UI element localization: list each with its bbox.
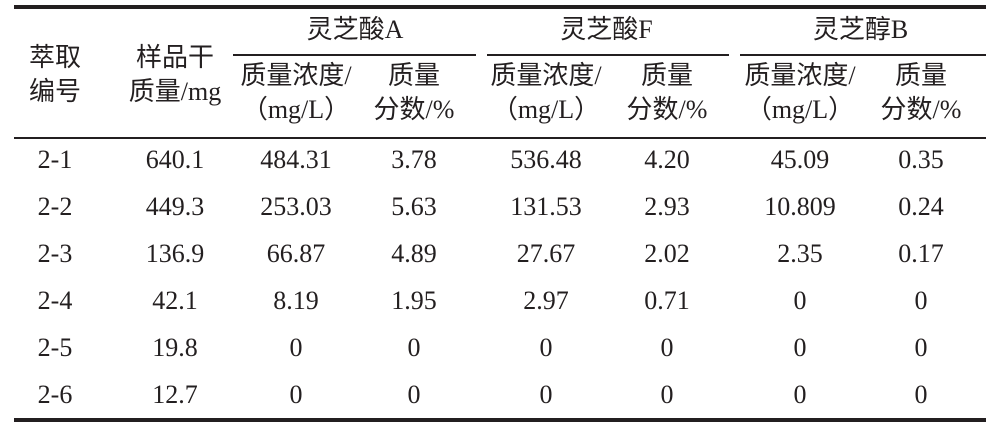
cell: 0 [915, 380, 928, 409]
cell: 640.1 [146, 145, 205, 174]
group-header: 灵芝醇B [813, 15, 908, 44]
sub-header: （mg/L） [242, 95, 350, 124]
sub-header: 质量浓度/ [240, 61, 352, 90]
cell: 0 [794, 286, 807, 315]
cell: 2.97 [523, 286, 569, 315]
sub-header: 质量浓度/ [744, 61, 856, 90]
cell: 536.48 [510, 145, 582, 174]
cell: 0.24 [898, 192, 944, 221]
cell: 136.9 [146, 239, 205, 268]
cell: 42.1 [152, 286, 198, 315]
cell: 484.31 [260, 145, 332, 174]
cell: 0.35 [898, 145, 944, 174]
cell: 19.8 [152, 333, 198, 362]
cell: 1.95 [391, 286, 437, 315]
cell: 2.35 [777, 239, 823, 268]
sub-header: （mg/L） [492, 95, 600, 124]
cell: 2-6 [38, 380, 73, 409]
cell: 66.87 [267, 239, 326, 268]
cell: 0 [661, 333, 674, 362]
cell: 0 [408, 333, 421, 362]
cell: 4.20 [644, 145, 690, 174]
cell: 0 [915, 286, 928, 315]
header-cell: 萃取 [29, 43, 81, 72]
cell: 0 [408, 380, 421, 409]
header-cell: 质量/mg [129, 77, 221, 106]
cell: 12.7 [152, 380, 198, 409]
cell: 5.63 [391, 192, 437, 221]
cell: 8.19 [273, 286, 319, 315]
sub-header: （mg/L） [746, 95, 854, 124]
cell: 2-4 [38, 286, 73, 315]
sub-header: 质量浓度/ [490, 61, 602, 90]
cell: 2-2 [38, 192, 73, 221]
cell: 0 [290, 333, 303, 362]
cell: 0 [540, 380, 553, 409]
cell: 0 [794, 333, 807, 362]
cell: 10.809 [764, 192, 836, 221]
sub-header: 分数/% [881, 95, 962, 124]
cell: 27.67 [517, 239, 576, 268]
cell: 3.78 [391, 145, 437, 174]
cell: 45.09 [771, 145, 830, 174]
cell: 2.93 [644, 192, 690, 221]
cell: 2-3 [38, 239, 73, 268]
cell: 4.89 [391, 239, 437, 268]
cell: 2.02 [644, 239, 690, 268]
cell: 0 [290, 380, 303, 409]
cell: 2-5 [38, 333, 73, 362]
cell: 0 [540, 333, 553, 362]
cell: 0 [661, 380, 674, 409]
sub-header: 质量 [895, 61, 947, 90]
sub-header: 质量 [641, 61, 693, 90]
sub-header: 分数/% [374, 95, 455, 124]
cell: 449.3 [146, 192, 205, 221]
sub-header: 分数/% [627, 95, 708, 124]
cell: 0.17 [898, 239, 944, 268]
cell: 2-1 [38, 145, 73, 174]
group-header: 灵芝酸F [560, 15, 652, 44]
cell: 253.03 [260, 192, 332, 221]
header-cell: 编号 [29, 77, 81, 106]
sub-header: 质量 [388, 61, 440, 90]
cell: 131.53 [510, 192, 582, 221]
cell: 0 [794, 380, 807, 409]
header-cell: 样品干 [136, 43, 214, 72]
group-header: 灵芝酸A [307, 15, 404, 44]
cell: 0.71 [644, 286, 690, 315]
cell: 0 [915, 333, 928, 362]
